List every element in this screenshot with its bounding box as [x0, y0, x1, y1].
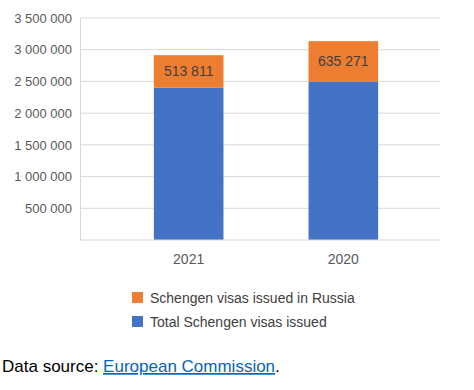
- grid-line: [80, 81, 440, 82]
- legend-swatch: [132, 292, 143, 303]
- x-tick: 2020: [328, 240, 359, 267]
- grid-line: [80, 49, 440, 50]
- legend-swatch: [132, 316, 143, 327]
- x-tick-label: 2020: [328, 251, 359, 267]
- y-tick: 500 000: [25, 201, 80, 216]
- x-axis: 2021 2020: [80, 240, 440, 267]
- y-tick-label: 500 000: [25, 201, 72, 216]
- grid: [80, 18, 440, 208]
- legend: Schengen visas issued in Russia Total Sch…: [132, 290, 355, 330]
- y-tick-label: 2 500 000: [14, 74, 72, 89]
- y-tick: 3 500 000: [14, 11, 80, 26]
- data-label: 635 271: [318, 53, 369, 69]
- x-tick: 2021: [173, 240, 204, 267]
- y-tick: 1 500 000: [14, 138, 80, 153]
- y-axis-line: [80, 19, 81, 241]
- y-tick: 2 000 000: [14, 106, 80, 121]
- y-tick-label: 1 000 000: [14, 169, 72, 184]
- source-link[interactable]: European Commission: [103, 357, 275, 376]
- bars: [154, 41, 378, 240]
- y-tick: 3 000 000: [14, 42, 80, 57]
- y-axis: 500 000 1 000 000 1 500 000 2 000 000 2 500 …: [14, 11, 80, 241]
- data-labels: 513 811 635 271: [164, 53, 369, 79]
- grid-line: [80, 208, 440, 209]
- grid-line: [80, 113, 440, 114]
- bar: [154, 55, 224, 88]
- bar: [154, 88, 224, 240]
- source-text: Data source:: [2, 357, 103, 376]
- x-axis-line: [80, 240, 440, 241]
- y-tick-label: 2 000 000: [14, 106, 72, 121]
- data-label: 513 811: [164, 63, 214, 79]
- chart: 513 811 635 271 500 000 1 000 000 1 500 000 2…: [0, 0, 474, 390]
- x-tick-label: 2021: [173, 251, 204, 267]
- y-tick-label: 1 500 000: [14, 138, 72, 153]
- source-note: Data source: European Commission.: [2, 357, 280, 376]
- grid-line: [80, 18, 440, 19]
- source-text: .: [275, 357, 280, 376]
- y-tick-label: 3 500 000: [14, 11, 72, 26]
- y-tick-label: 3 000 000: [14, 42, 72, 57]
- grid-line: [80, 176, 440, 177]
- legend-label: Total Schengen visas issued: [150, 314, 327, 330]
- legend-label: Schengen visas issued in Russia: [150, 290, 355, 306]
- grid-line: [80, 144, 440, 145]
- bar: [309, 81, 379, 240]
- y-tick: 1 000 000: [14, 169, 80, 184]
- bar: [309, 41, 379, 81]
- y-tick: 2 500 000: [14, 74, 80, 89]
